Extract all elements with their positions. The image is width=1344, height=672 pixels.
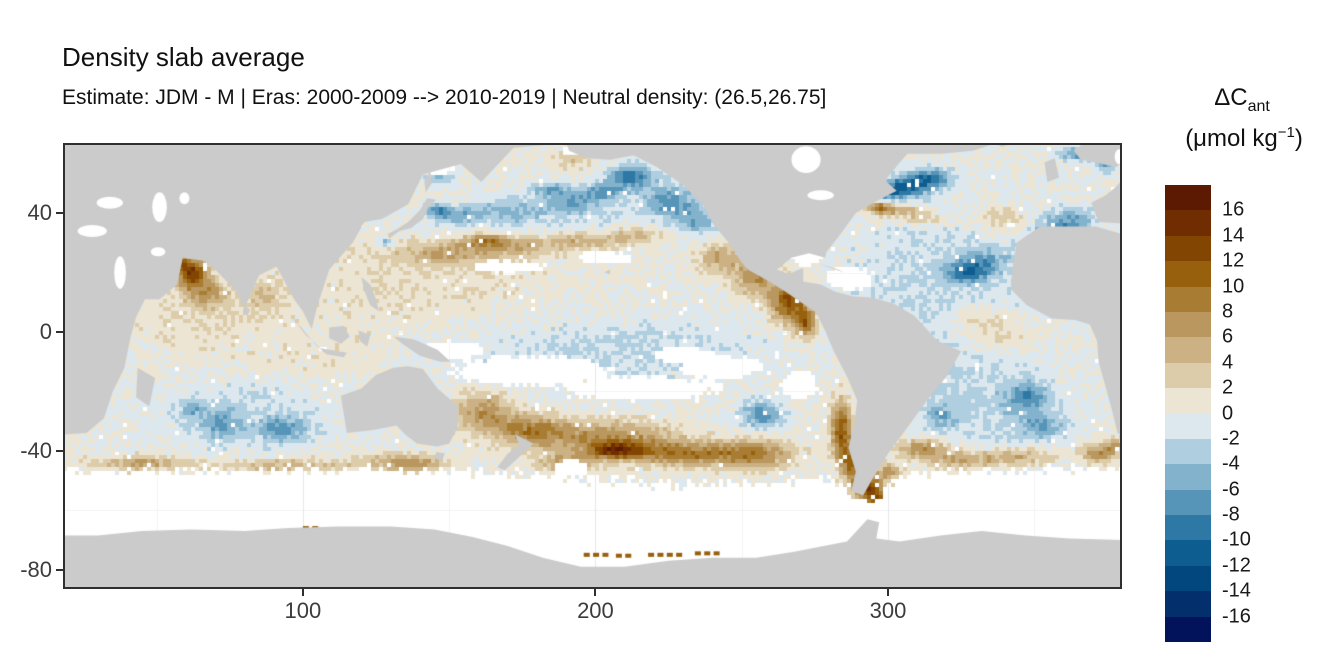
x-tick-mark xyxy=(301,589,304,596)
x-tick-mark xyxy=(886,589,889,596)
colorbar-tick-label: 12 xyxy=(1222,249,1245,272)
colorbar-swatch xyxy=(1165,464,1211,490)
y-tick-label: 40 xyxy=(27,200,52,226)
colorbar-swatch xyxy=(1165,388,1211,414)
colorbar-tick-label: 10 xyxy=(1222,275,1245,298)
colorbar-swatch xyxy=(1165,489,1211,516)
y-tick-mark xyxy=(56,568,63,571)
colorbar-swatch xyxy=(1165,591,1211,617)
chart-subtitle: Estimate: JDM - M | Eras: 2000-2009 --> … xyxy=(62,86,827,109)
colorbar-swatch xyxy=(1165,337,1211,363)
colorbar-tick-label: 0 xyxy=(1222,402,1234,424)
legend-title: ΔCant xyxy=(1158,84,1326,116)
y-tick-label: -80 xyxy=(20,556,52,582)
y-tick-label: -40 xyxy=(20,437,52,463)
colorbar-tick-label: 6 xyxy=(1222,325,1234,348)
chart-title: Density slab average xyxy=(62,42,305,72)
colorbar-tick-label: -6 xyxy=(1222,478,1240,501)
colorbar-swatch xyxy=(1165,286,1211,312)
colorbar-swatch xyxy=(1165,235,1211,262)
x-tick-label: 300 xyxy=(869,598,907,623)
colorbar-tick-label: -14 xyxy=(1222,579,1251,602)
colorbar-swatch xyxy=(1165,540,1211,566)
colorbar-tick-label: 4 xyxy=(1222,351,1234,374)
colorbar-swatch xyxy=(1165,362,1211,389)
colorbar-tick-label: -10 xyxy=(1222,528,1251,551)
colorbar-tick-label: 16 xyxy=(1222,198,1245,221)
y-tick-mark xyxy=(56,212,63,215)
colorbar-tick-label: -16 xyxy=(1222,605,1251,628)
colorbar-swatch xyxy=(1165,210,1211,236)
colorbar-swatch xyxy=(1165,565,1211,592)
colorbar-tick-label: -8 xyxy=(1222,503,1240,526)
colorbar-tick-label: 8 xyxy=(1222,300,1234,323)
colorbar-tick-label: -12 xyxy=(1222,554,1251,577)
y-tick-mark xyxy=(56,449,63,452)
x-tick-label: 100 xyxy=(284,598,322,623)
colorbar-swatch xyxy=(1165,185,1211,211)
x-tick-label: 200 xyxy=(577,598,614,623)
colorbar-swatch xyxy=(1165,616,1211,643)
legend-title-symbol: ΔC xyxy=(1214,84,1248,111)
legend-title-subscript: ant xyxy=(1247,97,1270,115)
colorbar-swatch xyxy=(1165,413,1211,439)
y-tick-mark xyxy=(56,330,63,333)
colorbar-swatch xyxy=(1165,261,1211,287)
colorbar-tick-label: -4 xyxy=(1222,452,1240,475)
colorbar-swatch xyxy=(1165,438,1211,465)
colorbar-tick-label: 14 xyxy=(1222,224,1245,247)
y-tick-label: 0 xyxy=(39,318,52,344)
colorbar-tick-label: 2 xyxy=(1222,376,1234,399)
colorbar-tick-label: -2 xyxy=(1222,427,1240,450)
colorbar-swatch xyxy=(1165,311,1211,338)
colorbar-swatch xyxy=(1165,515,1211,541)
x-tick-mark xyxy=(594,589,597,596)
legend-unit: (μmol kg−1) xyxy=(1185,124,1303,152)
map-panel xyxy=(63,143,1122,589)
colorbar xyxy=(1165,185,1211,643)
